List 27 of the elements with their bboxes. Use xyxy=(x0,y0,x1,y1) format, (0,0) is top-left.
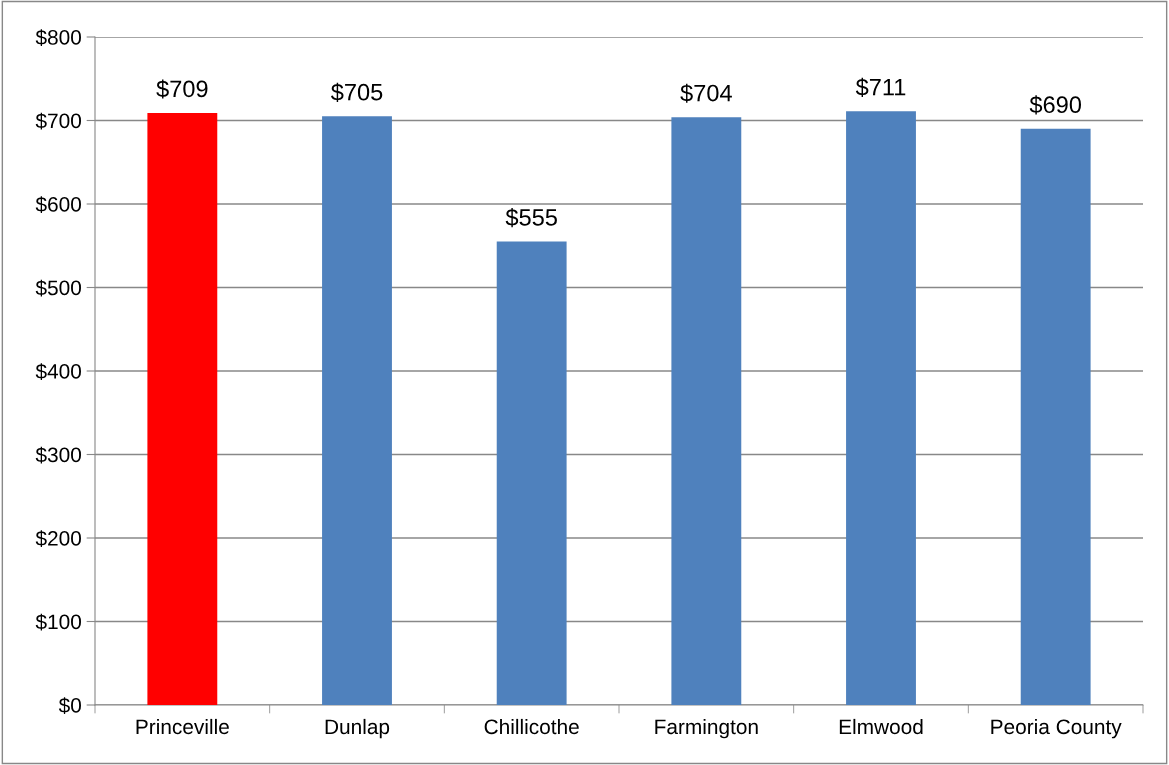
x-tick-label: Farmington xyxy=(655,718,758,739)
bar xyxy=(671,117,742,705)
x-tick-label: Chillicothe xyxy=(484,718,579,735)
y-tick-label: $800 xyxy=(35,29,81,46)
data-label: $555 xyxy=(505,208,557,228)
y-tick-label: $700 xyxy=(35,112,81,130)
y-tick-label: $400 xyxy=(35,363,81,380)
bar xyxy=(322,116,392,705)
bar xyxy=(1020,128,1091,705)
y-tick-label: $300 xyxy=(35,446,81,464)
x-tick-label: Princeville xyxy=(136,718,229,735)
x-tick-label: Peoria County xyxy=(991,718,1122,739)
x-tick-label: Dunlap xyxy=(325,718,390,739)
data-label: $690 xyxy=(1029,95,1082,115)
data-label: $705 xyxy=(330,82,383,102)
y-tick-label: $0 xyxy=(58,697,81,714)
bar xyxy=(147,112,218,705)
y-tick-label: $100 xyxy=(35,613,81,631)
x-tick-label: Elmwood xyxy=(839,718,923,735)
data-label: $709 xyxy=(156,79,208,99)
y-tick-label: $600 xyxy=(35,196,81,213)
data-label: $711 xyxy=(855,77,906,97)
y-tick-label: $200 xyxy=(35,530,81,547)
y-tick-label: $500 xyxy=(35,279,81,297)
data-label: $704 xyxy=(680,83,732,103)
bar xyxy=(846,111,916,705)
bar xyxy=(496,241,567,705)
